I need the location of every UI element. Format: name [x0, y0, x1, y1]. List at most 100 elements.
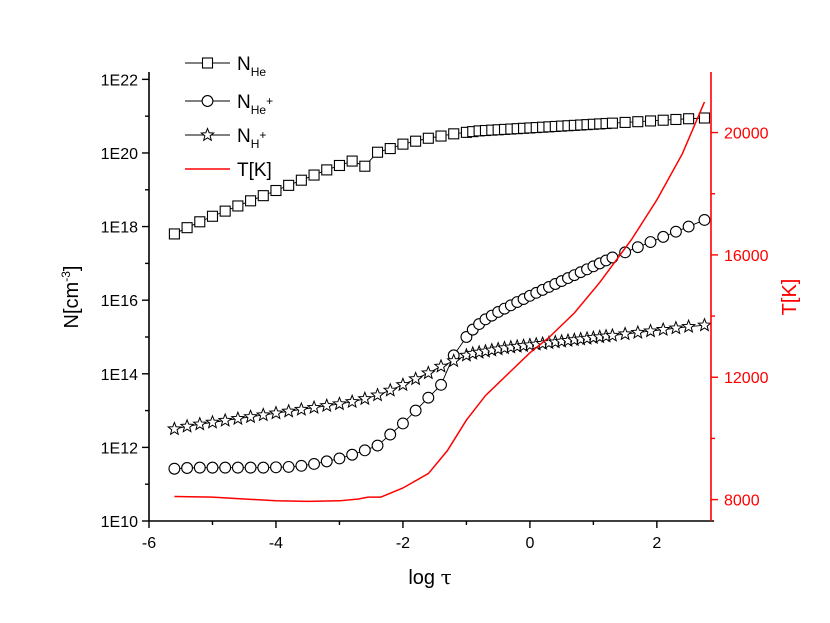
data-point-star: [319, 397, 335, 413]
temperature-line-group: [174, 101, 706, 503]
data-point-circle: [282, 460, 295, 473]
data-point-square: [219, 205, 231, 217]
x-tick-label: -6: [142, 535, 156, 552]
legend: NHe NHe+ NH+ T[K]: [185, 54, 273, 181]
legend-label-main: N: [237, 92, 251, 113]
data-point-square: [245, 195, 257, 207]
plot-markers: [166, 112, 712, 475]
left-axis-title: N[cm-3]: [59, 266, 83, 329]
data-point-star: [230, 410, 246, 426]
data-point-square: [232, 200, 244, 212]
data-point-star: [217, 412, 233, 427]
data-point-star: [166, 421, 182, 436]
legend-label: NH+: [237, 126, 266, 151]
left-ticks: 1E10 1E12 1E14 1E16 1E18 1E20 1E22: [101, 72, 149, 531]
right-tick-label: 20000: [724, 126, 769, 143]
data-point-circle: [181, 462, 194, 474]
data-point-square: [384, 143, 396, 155]
legend-label-main: T[K]: [237, 160, 272, 181]
data-point-square: [359, 160, 371, 172]
data-point-circle: [384, 428, 397, 441]
legend-label-main: N: [237, 126, 251, 147]
data-point-star: [382, 382, 398, 397]
legend-label-sup: +: [266, 94, 273, 108]
legend-label-sup: +: [259, 128, 266, 142]
data-point-circle: [631, 241, 644, 254]
data-point-circle: [422, 391, 435, 404]
data-point-circle: [295, 459, 308, 472]
data-point-star: [357, 390, 373, 406]
legend-marker-square: [201, 57, 214, 69]
left-tick-label: 1E16: [101, 293, 138, 310]
data-point-circle: [669, 225, 682, 238]
data-point-square: [448, 128, 460, 140]
left-tick-label: 1E22: [101, 72, 138, 89]
legend-label: NHe+: [237, 92, 273, 117]
data-point-star: [255, 407, 271, 422]
data-point-circle: [320, 455, 333, 468]
x-tick-label: -2: [396, 535, 410, 552]
x-axis-title-symbol: τ: [441, 565, 452, 589]
data-point-circle: [168, 462, 181, 475]
x-tick-label: -4: [269, 535, 283, 552]
data-point-circle: [206, 461, 219, 474]
data-point-circle: [270, 461, 282, 474]
data-point-circle: [244, 461, 257, 474]
data-point-circle: [396, 417, 409, 430]
data-point-square: [632, 116, 644, 128]
right-tick-label: 16000: [724, 248, 769, 265]
left-tick-label: 1E12: [101, 440, 138, 457]
data-point-square: [606, 117, 618, 129]
left-tick-label: 1E10: [101, 514, 138, 531]
data-point-circle: [644, 236, 657, 248]
right-tick-label: 12000: [724, 370, 769, 387]
data-point-circle: [371, 439, 384, 452]
data-point-star: [681, 318, 697, 334]
x-axis-title-main: log: [408, 567, 440, 589]
data-point-star: [179, 418, 195, 433]
data-point-square: [181, 222, 193, 234]
data-point-star: [344, 393, 360, 409]
data-point-circle: [333, 452, 346, 465]
data-point-star: [630, 324, 646, 339]
data-point-circle: [193, 461, 206, 474]
data-point-circle: [346, 448, 359, 461]
data-point-square: [168, 228, 180, 240]
data-point-circle: [409, 404, 422, 417]
data-point-circle: [698, 213, 711, 226]
data-point-square: [683, 113, 695, 125]
data-point-square: [371, 146, 384, 158]
data-point-circle: [358, 444, 371, 457]
legend-label: NHe: [237, 54, 266, 79]
data-point-square: [321, 164, 333, 176]
data-point-square: [283, 179, 295, 191]
data-point-star: [655, 321, 671, 336]
data-point-star: [408, 371, 424, 386]
right-ticks: 8000 12000 16000 20000: [711, 126, 769, 510]
data-point-circle: [308, 458, 321, 470]
data-point-star: [281, 403, 297, 418]
legend-label-main: N: [237, 54, 251, 75]
data-point-square: [295, 174, 307, 186]
data-point-star: [243, 408, 259, 424]
data-point-star: [331, 396, 347, 411]
left-axis-title-main: N[cm: [61, 282, 83, 329]
x-ticks: -6 -4 -2 0 2: [142, 521, 661, 552]
data-point-square: [397, 138, 409, 150]
axes: [148, 72, 714, 522]
data-point-star: [268, 405, 284, 420]
left-tick-label: 1E20: [101, 146, 138, 163]
data-point-circle: [682, 220, 695, 233]
left-axis-title-close: ]: [61, 266, 83, 272]
data-point-square: [206, 210, 219, 222]
data-point-star: [395, 376, 411, 392]
data-point-square: [435, 130, 447, 142]
x-tick-label: 2: [652, 535, 661, 552]
data-point-circle: [657, 230, 670, 243]
left-tick-label: 1E18: [101, 220, 138, 237]
temperature-line: [174, 101, 706, 503]
data-point-square: [619, 116, 631, 128]
data-point-square: [194, 216, 206, 228]
right-axis-title: T[K]: [779, 279, 801, 316]
